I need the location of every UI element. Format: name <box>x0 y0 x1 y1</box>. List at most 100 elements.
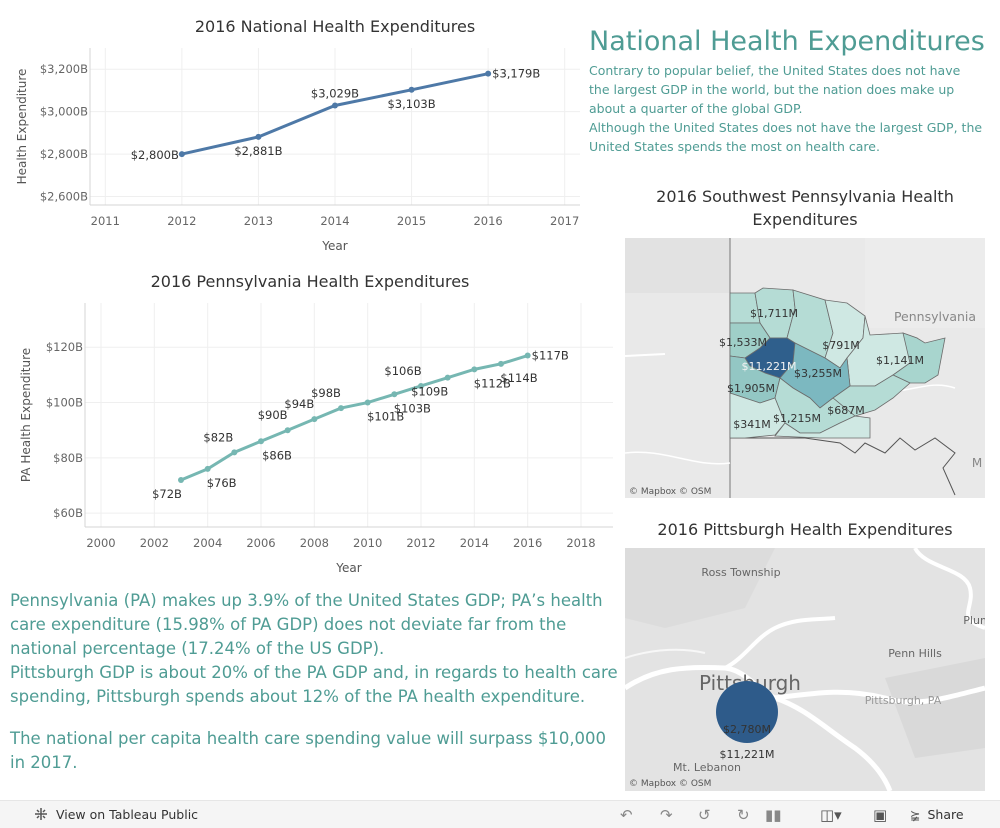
x-tick-label: 2018 <box>566 536 595 550</box>
pa-description: Pennsylvania (PA) makes up 3.9% of the U… <box>10 589 620 775</box>
y-tick-label: $2,600B <box>40 190 88 204</box>
county-value-label: $1,533M <box>719 336 767 349</box>
redo-icon[interactable]: ↷ <box>660 806 673 824</box>
national-chart-title: 2016 National Health Expenditures <box>194 17 476 36</box>
national-paragraph: Contrary to popular belief, the United S… <box>589 63 961 116</box>
x-tick-label: 2017 <box>550 214 579 228</box>
data-label: $3,029B <box>311 86 359 100</box>
national-paragraph: Although the United States does not have… <box>589 120 983 154</box>
data-point <box>471 366 478 373</box>
bubble-sub-label: $11,221M <box>720 748 775 761</box>
map-attribution: © Mapbox © OSM <box>629 487 711 497</box>
place-label: Plum <box>963 614 985 627</box>
county-value-label: $687M <box>827 404 865 417</box>
data-point <box>231 449 238 456</box>
x-tick-label: 2010 <box>353 536 382 550</box>
pa-expenditure-chart: $60B $80B $100B $120B 2000 2002 2004 2006 2008 20… <box>19 303 613 575</box>
x-tick-label: 2006 <box>246 536 275 550</box>
tableau-toolbar: View on Tableau Public ↶ ↷ ↺ ↻ ▮▮ ◫▾ ▣ ⪶… <box>0 800 1000 828</box>
x-axis-title: Year <box>335 561 361 575</box>
x-tick-label: 2002 <box>140 536 169 550</box>
map-edge-label: M <box>972 456 982 470</box>
pause-icon[interactable]: ▮▮ <box>765 806 782 824</box>
x-tick-label: 2016 <box>473 214 502 228</box>
county-value-label: $791M <box>822 339 860 352</box>
data-point <box>444 374 451 381</box>
sw-county-labels: $1,711M $1,533M $11,221M $791M $1,141M $… <box>719 307 924 431</box>
map-attribution: © Mapbox © OSM <box>629 779 711 789</box>
pgh-map-title: 2016 Pittsburgh Health Expenditures <box>657 520 953 539</box>
data-label: $82B <box>203 430 233 444</box>
state-label: Pennsylvania <box>894 309 976 324</box>
y-axis-title: Health Expenditure <box>15 69 29 185</box>
data-point <box>408 86 415 93</box>
pa-chart-title: 2016 Pennsylvania Health Expenditures <box>150 272 470 291</box>
county-value-label: $1,215M <box>773 412 821 425</box>
undo-icon[interactable]: ↶ <box>620 806 633 824</box>
data-point <box>255 133 262 140</box>
data-label: $101B <box>367 410 404 424</box>
data-label: $90B <box>258 408 288 422</box>
data-label: $103B <box>394 401 431 415</box>
fullscreen-icon[interactable]: ▣ <box>873 806 888 824</box>
series-line <box>180 354 529 482</box>
pa-paragraph: The national per capita health care spen… <box>10 729 607 772</box>
x-tick-label: 2012 <box>406 536 435 550</box>
data-point <box>364 399 371 406</box>
view-on-tableau-link[interactable]: View on Tableau Public <box>34 805 198 825</box>
data-point <box>524 352 531 359</box>
download-icon[interactable]: ◫▾ <box>820 806 842 824</box>
data-label: $76B <box>207 476 237 490</box>
data-label: $117B <box>532 349 569 363</box>
data-label: $106B <box>384 364 421 378</box>
data-label: $2,881B <box>234 144 282 158</box>
y-tick-label: $100B <box>46 396 83 410</box>
tableau-logo-icon <box>35 808 47 820</box>
bubble-value-label: $2,780M <box>723 723 771 736</box>
data-point <box>178 476 184 483</box>
data-label: $3,179B <box>492 67 540 81</box>
place-label: Penn Hills <box>888 647 942 660</box>
x-tick-label: 2016 <box>513 536 542 550</box>
data-label: $114B <box>500 371 537 385</box>
x-tick-label: 2014 <box>320 214 349 228</box>
y-tick-label: $3,000B <box>40 105 88 119</box>
y-tick-label: $120B <box>46 340 83 354</box>
x-tick-label: 2011 <box>91 214 120 228</box>
share-icon: ⪶ <box>910 807 921 822</box>
refresh-icon[interactable]: ↻ <box>737 806 750 824</box>
national-expenditure-chart: $2,600B $2,800B $3,000B $3,200B 2011 2012 2013… <box>15 48 580 253</box>
view-on-tableau-label: View on Tableau Public <box>55 807 199 822</box>
data-label: $2,800B <box>131 148 179 162</box>
x-tick-label: 2014 <box>460 536 489 550</box>
data-point <box>498 360 504 367</box>
data-point <box>258 438 264 445</box>
county-value-label: $11,221M <box>742 360 797 373</box>
share-button[interactable]: ⪶ Share <box>910 805 964 825</box>
x-tick-label: 2015 <box>397 214 426 228</box>
national-description: Contrary to popular belief, the United S… <box>589 61 984 156</box>
sw-pennsylvania-map[interactable]: $1,711M $1,533M $11,221M $791M $1,141M $… <box>625 238 985 498</box>
pa-paragraph: Pittsburgh GDP is about 20% of the PA GD… <box>10 663 618 706</box>
share-label: Share <box>927 807 964 822</box>
data-point <box>338 405 344 412</box>
county-value-label: $1,905M <box>727 382 775 395</box>
y-tick-label: $80B <box>53 451 83 465</box>
place-label: Pittsburgh, PA <box>865 694 942 707</box>
x-tick-label: 2013 <box>244 214 273 228</box>
data-point <box>391 391 398 398</box>
data-point <box>311 416 318 423</box>
data-label: $72B <box>152 487 182 501</box>
x-tick-label: 2012 <box>167 214 196 228</box>
sw-counties <box>729 287 946 439</box>
county-value-label: $1,141M <box>876 354 924 367</box>
data-point <box>332 102 338 109</box>
data-label: $112B <box>474 376 511 390</box>
pittsburgh-map[interactable]: Ross Township Plum Penn Hills Pittsburgh… <box>625 548 985 791</box>
expenditure-bubble[interactable] <box>716 681 778 743</box>
pgh-map-canvas: Ross Township Plum Penn Hills Pittsburgh… <box>625 548 985 791</box>
data-label: $86B <box>262 448 292 462</box>
revert-icon[interactable]: ↺ <box>698 806 711 824</box>
pa-paragraph: Pennsylvania (PA) makes up 3.9% of the U… <box>10 591 603 658</box>
data-label: $98B <box>311 386 341 400</box>
